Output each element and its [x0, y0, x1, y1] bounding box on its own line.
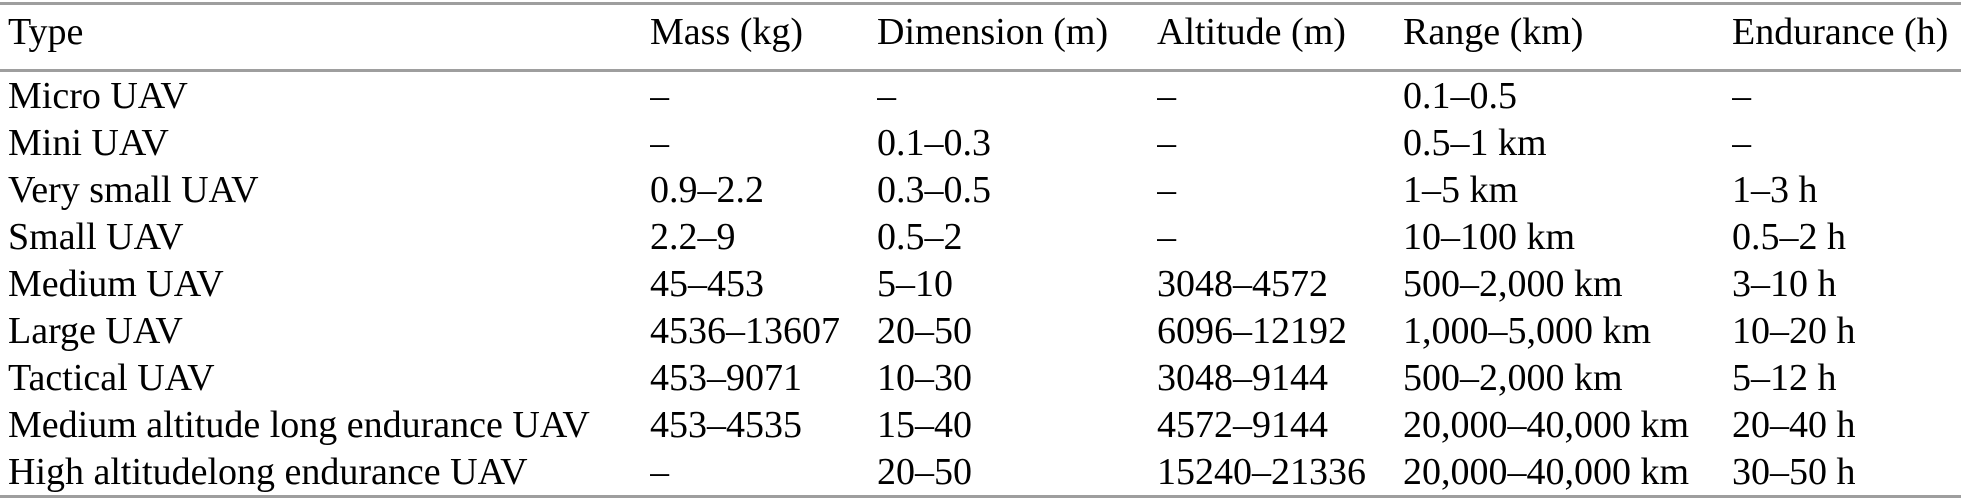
cell-endurance: 20–40 h — [1732, 403, 1856, 446]
cell-altitude: – — [1157, 215, 1176, 258]
cell-altitude: – — [1157, 121, 1176, 164]
cell-dimension: 15–40 — [877, 403, 972, 446]
cell-type: Tactical UAV — [8, 356, 215, 399]
cell-altitude: 15240–21336 — [1157, 450, 1366, 493]
cell-range: 0.5–1 km — [1403, 121, 1547, 164]
cell-endurance: 0.5–2 h — [1732, 215, 1846, 258]
cell-type: Large UAV — [8, 309, 183, 352]
table-row-tactical-uav: Tactical UAV 453–9071 10–30 3048–9144 50… — [0, 354, 1961, 401]
table-row-hale-uav: High altitudelong endurance UAV – 20–50 … — [0, 448, 1961, 497]
cell-dimension: 5–10 — [877, 262, 953, 305]
cell-range: 1,000–5,000 km — [1403, 309, 1652, 352]
cell-endurance: 1–3 h — [1732, 168, 1818, 211]
cell-dimension: 0.3–0.5 — [877, 168, 991, 211]
cell-endurance: 10–20 h — [1732, 309, 1856, 352]
cell-range: 1–5 km — [1403, 168, 1519, 211]
table-row-very-small-uav: Very small UAV 0.9–2.2 0.3–0.5 – 1–5 km … — [0, 166, 1961, 213]
column-header-endurance: Endurance (h) — [1732, 3, 1961, 72]
cell-range: 20,000–40,000 km — [1403, 450, 1690, 493]
cell-dimension: – — [877, 74, 896, 117]
cell-altitude: – — [1157, 74, 1176, 117]
cell-endurance: 3–10 h — [1732, 262, 1837, 305]
cell-mass: 2.2–9 — [650, 215, 736, 258]
cell-altitude: – — [1157, 168, 1176, 211]
cell-type: Very small UAV — [8, 168, 259, 211]
header-row: Type Mass (kg) Dimension (m) Altitude (m… — [0, 3, 1961, 72]
cell-dimension: 10–30 — [877, 356, 972, 399]
cell-type: Medium UAV — [8, 262, 224, 305]
table-row-medium-uav: Medium UAV 45–453 5–10 3048–4572 500–2,0… — [0, 260, 1961, 307]
cell-endurance: 5–12 h — [1732, 356, 1837, 399]
column-header-mass: Mass (kg) — [650, 3, 877, 72]
column-header-type: Type — [0, 3, 650, 72]
cell-endurance: 30–50 h — [1732, 450, 1856, 493]
cell-type: Small UAV — [8, 215, 184, 258]
table-row-large-uav: Large UAV 4536–13607 20–50 6096–12192 1,… — [0, 307, 1961, 354]
cell-mass: 453–9071 — [650, 356, 802, 399]
cell-endurance: – — [1732, 74, 1751, 117]
cell-altitude: 3048–4572 — [1157, 262, 1328, 305]
cell-mass: – — [650, 121, 669, 164]
cell-altitude: 6096–12192 — [1157, 309, 1347, 352]
cell-mass: – — [650, 450, 669, 493]
cell-mass: 45–453 — [650, 262, 764, 305]
column-header-altitude: Altitude (m) — [1157, 3, 1403, 72]
cell-mass: 453–4535 — [650, 403, 802, 446]
cell-range: 500–2,000 km — [1403, 356, 1623, 399]
cell-dimension: 0.1–0.3 — [877, 121, 991, 164]
cell-type: Micro UAV — [8, 74, 188, 117]
cell-dimension: 20–50 — [877, 309, 972, 352]
table-row-micro-uav: Micro UAV – – – 0.1–0.5 – — [0, 71, 1961, 120]
cell-mass: 4536–13607 — [650, 309, 840, 352]
cell-dimension: 0.5–2 — [877, 215, 963, 258]
cell-endurance: – — [1732, 121, 1751, 164]
cell-type: Medium altitude long endurance UAV — [8, 403, 590, 446]
column-header-range: Range (km) — [1403, 3, 1732, 72]
cell-range: 20,000–40,000 km — [1403, 403, 1690, 446]
cell-dimension: 20–50 — [877, 450, 972, 493]
cell-type: Mini UAV — [8, 121, 169, 164]
table-row-small-uav: Small UAV 2.2–9 0.5–2 – 10–100 km 0.5–2 … — [0, 213, 1961, 260]
table-row-male-uav: Medium altitude long endurance UAV 453–4… — [0, 401, 1961, 448]
cell-altitude: 3048–9144 — [1157, 356, 1328, 399]
cell-range: 500–2,000 km — [1403, 262, 1623, 305]
cell-range: 0.1–0.5 — [1403, 74, 1517, 117]
cell-mass: 0.9–2.2 — [650, 168, 764, 211]
cell-type: High altitudelong endurance UAV — [8, 450, 528, 493]
cell-range: 10–100 km — [1403, 215, 1576, 258]
column-header-dimension: Dimension (m) — [877, 3, 1157, 72]
cell-altitude: 4572–9144 — [1157, 403, 1328, 446]
table-row-mini-uav: Mini UAV – 0.1–0.3 – 0.5–1 km – — [0, 119, 1961, 166]
cell-mass: – — [650, 74, 669, 117]
